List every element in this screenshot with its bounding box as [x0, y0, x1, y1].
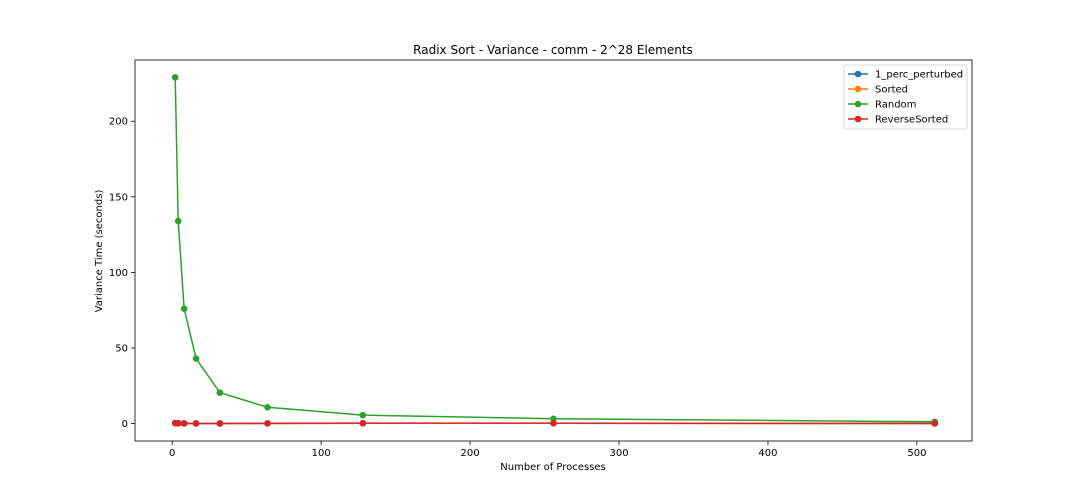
data-point [216, 389, 224, 396]
data-point [216, 420, 224, 427]
legend-marker [854, 115, 862, 123]
y-tick-label: 0 [122, 419, 128, 430]
legend-item: 1_perc_perturbed [848, 70, 963, 81]
data-point [174, 217, 182, 225]
y-tick-label: 150 [109, 192, 128, 203]
data-point [264, 420, 271, 427]
data-point [359, 411, 367, 419]
data-point [180, 420, 188, 427]
data-point [550, 419, 557, 427]
legend-item: Sorted [848, 85, 908, 96]
legend-label: Random [875, 100, 916, 111]
x-tick-label: 0 [169, 448, 175, 459]
x-axis-label: Number of Processes [500, 462, 605, 473]
y-axis: 0 50 100 150 200 [109, 117, 135, 430]
data-point [174, 419, 182, 427]
legend-label: ReverseSorted [875, 115, 948, 126]
data-point [180, 305, 188, 313]
legend-box [843, 64, 968, 130]
plot-area [134, 59, 973, 442]
series-line [174, 77, 935, 423]
y-tick-label: 100 [109, 268, 128, 279]
x-tick-label: 500 [907, 448, 926, 459]
legend-marker [854, 85, 862, 93]
legend-label: Sorted [875, 85, 908, 96]
legend-marker [854, 70, 862, 78]
data-point [192, 355, 200, 362]
x-tick-label: 400 [758, 448, 777, 459]
legend-item: ReverseSorted [848, 115, 948, 126]
plot-frame [134, 59, 973, 442]
data-point [359, 419, 367, 427]
data-point [192, 420, 200, 427]
legend: 1_perc_perturbed Sorted Random ReverseSorte… [843, 64, 968, 130]
series-layer [171, 74, 939, 427]
data-point [264, 403, 271, 411]
y-axis-label: Variance Time (seconds) [94, 190, 105, 313]
chart-title: Radix Sort - Variance - comm - 2^28 Elem… [413, 43, 693, 57]
data-point [171, 74, 179, 81]
data-point [931, 420, 939, 427]
series-reversesorted [171, 419, 939, 427]
y-tick-label: 50 [115, 344, 128, 355]
x-axis: 0 100 200 300 400 500 [169, 441, 926, 459]
legend-item: Random [848, 100, 916, 111]
y-tick-label: 200 [109, 117, 128, 128]
legend-marker [854, 100, 862, 108]
x-tick-label: 100 [312, 448, 331, 459]
x-tick-label: 300 [609, 448, 628, 459]
x-tick-label: 200 [461, 448, 480, 459]
legend-label: 1_perc_perturbed [875, 70, 963, 81]
series-random [171, 74, 939, 426]
